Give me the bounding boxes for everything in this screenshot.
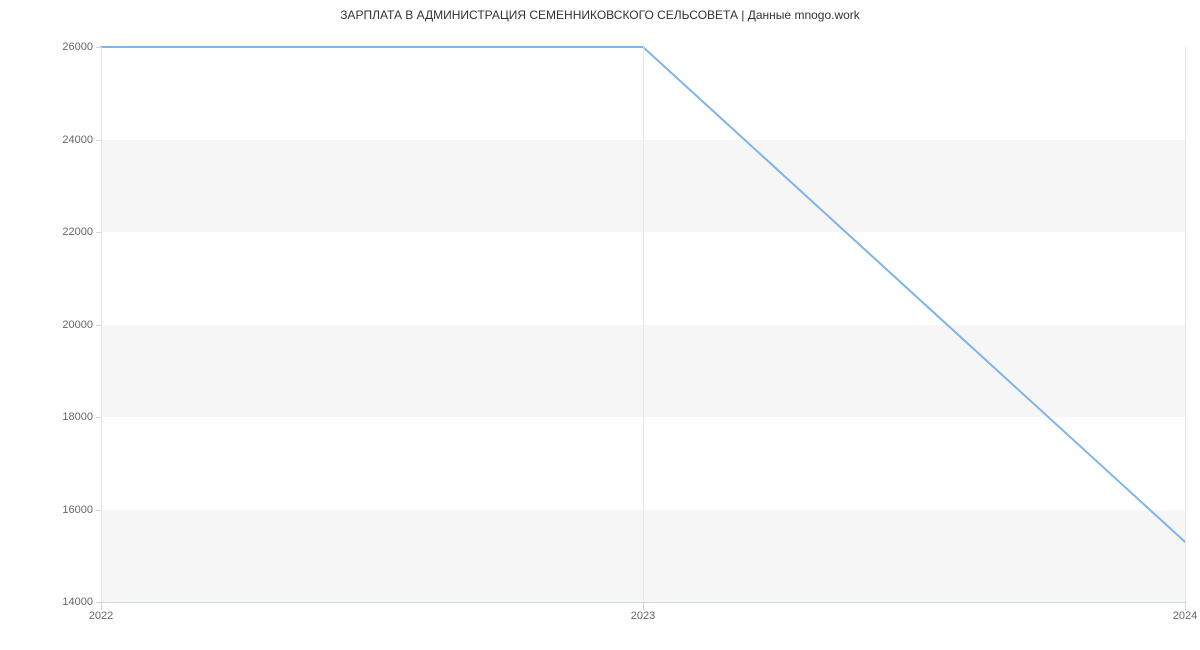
y-tick-label: 20000 bbox=[62, 319, 93, 331]
x-grid-line bbox=[1185, 47, 1186, 602]
y-tick-label: 22000 bbox=[62, 226, 93, 238]
x-tick-mark bbox=[643, 602, 644, 610]
x-tick-mark bbox=[101, 602, 102, 610]
x-tick-mark bbox=[1185, 602, 1186, 610]
y-tick-label: 26000 bbox=[62, 41, 93, 53]
y-tick-mark bbox=[96, 417, 101, 418]
y-tick-label: 18000 bbox=[62, 411, 93, 423]
chart-title: ЗАРПЛАТА В АДМИНИСТРАЦИЯ СЕМЕННИКОВСКОГО… bbox=[0, 8, 1200, 22]
y-tick-mark bbox=[96, 232, 101, 233]
y-tick-mark bbox=[96, 510, 101, 511]
x-grid-line bbox=[643, 47, 644, 602]
x-grid-line bbox=[101, 47, 102, 602]
y-tick-label: 24000 bbox=[62, 134, 93, 146]
x-tick-label: 2024 bbox=[1173, 610, 1197, 622]
x-tick-label: 2022 bbox=[89, 610, 113, 622]
plot-area: 2022202320241400016000180002000022000240… bbox=[101, 47, 1185, 602]
y-tick-mark bbox=[96, 602, 101, 603]
x-tick-label: 2023 bbox=[631, 610, 655, 622]
y-tick-label: 16000 bbox=[62, 504, 93, 516]
y-tick-label: 14000 bbox=[62, 596, 93, 608]
y-tick-mark bbox=[96, 47, 101, 48]
y-tick-mark bbox=[96, 140, 101, 141]
y-tick-mark bbox=[96, 325, 101, 326]
